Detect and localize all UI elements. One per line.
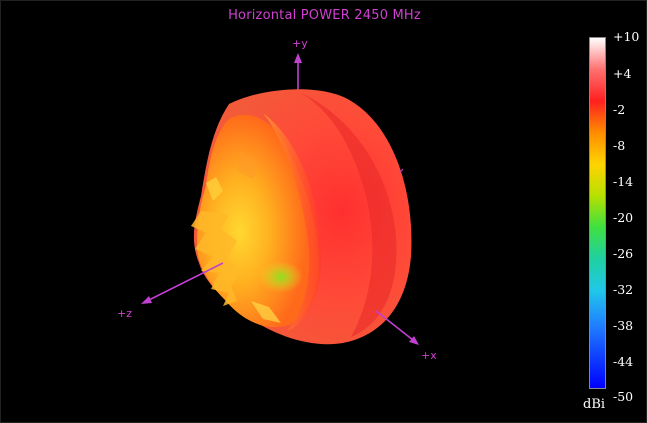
colorbar-unit-label: dBi (583, 397, 606, 412)
z-axis (141, 262, 224, 304)
colorbar-tick: -20 (613, 210, 634, 225)
colorbar-tick: -8 (613, 138, 626, 153)
colorbar-tick: -26 (613, 246, 634, 261)
colorbar-tick: -50 (613, 389, 634, 404)
colorbar-tick: -32 (613, 282, 634, 297)
colorbar-scale (589, 37, 606, 389)
colorbar-tick: +4 (613, 66, 632, 81)
colorbar-tick: -14 (613, 174, 634, 189)
plot-title: Horizontal POWER 2450 MHz (228, 8, 421, 23)
colorbar-tick: -38 (613, 318, 634, 333)
x-axis-label: +x (421, 349, 437, 362)
colorbar-tick: +10 (613, 29, 640, 44)
x-axis (375, 168, 419, 345)
y-axis-label: +y (292, 37, 308, 50)
colorbar-tick: -44 (613, 354, 634, 369)
colorbar-tick: -2 (613, 102, 626, 117)
z-axis-label: +z (117, 307, 132, 320)
radiation-lobe (191, 89, 412, 345)
